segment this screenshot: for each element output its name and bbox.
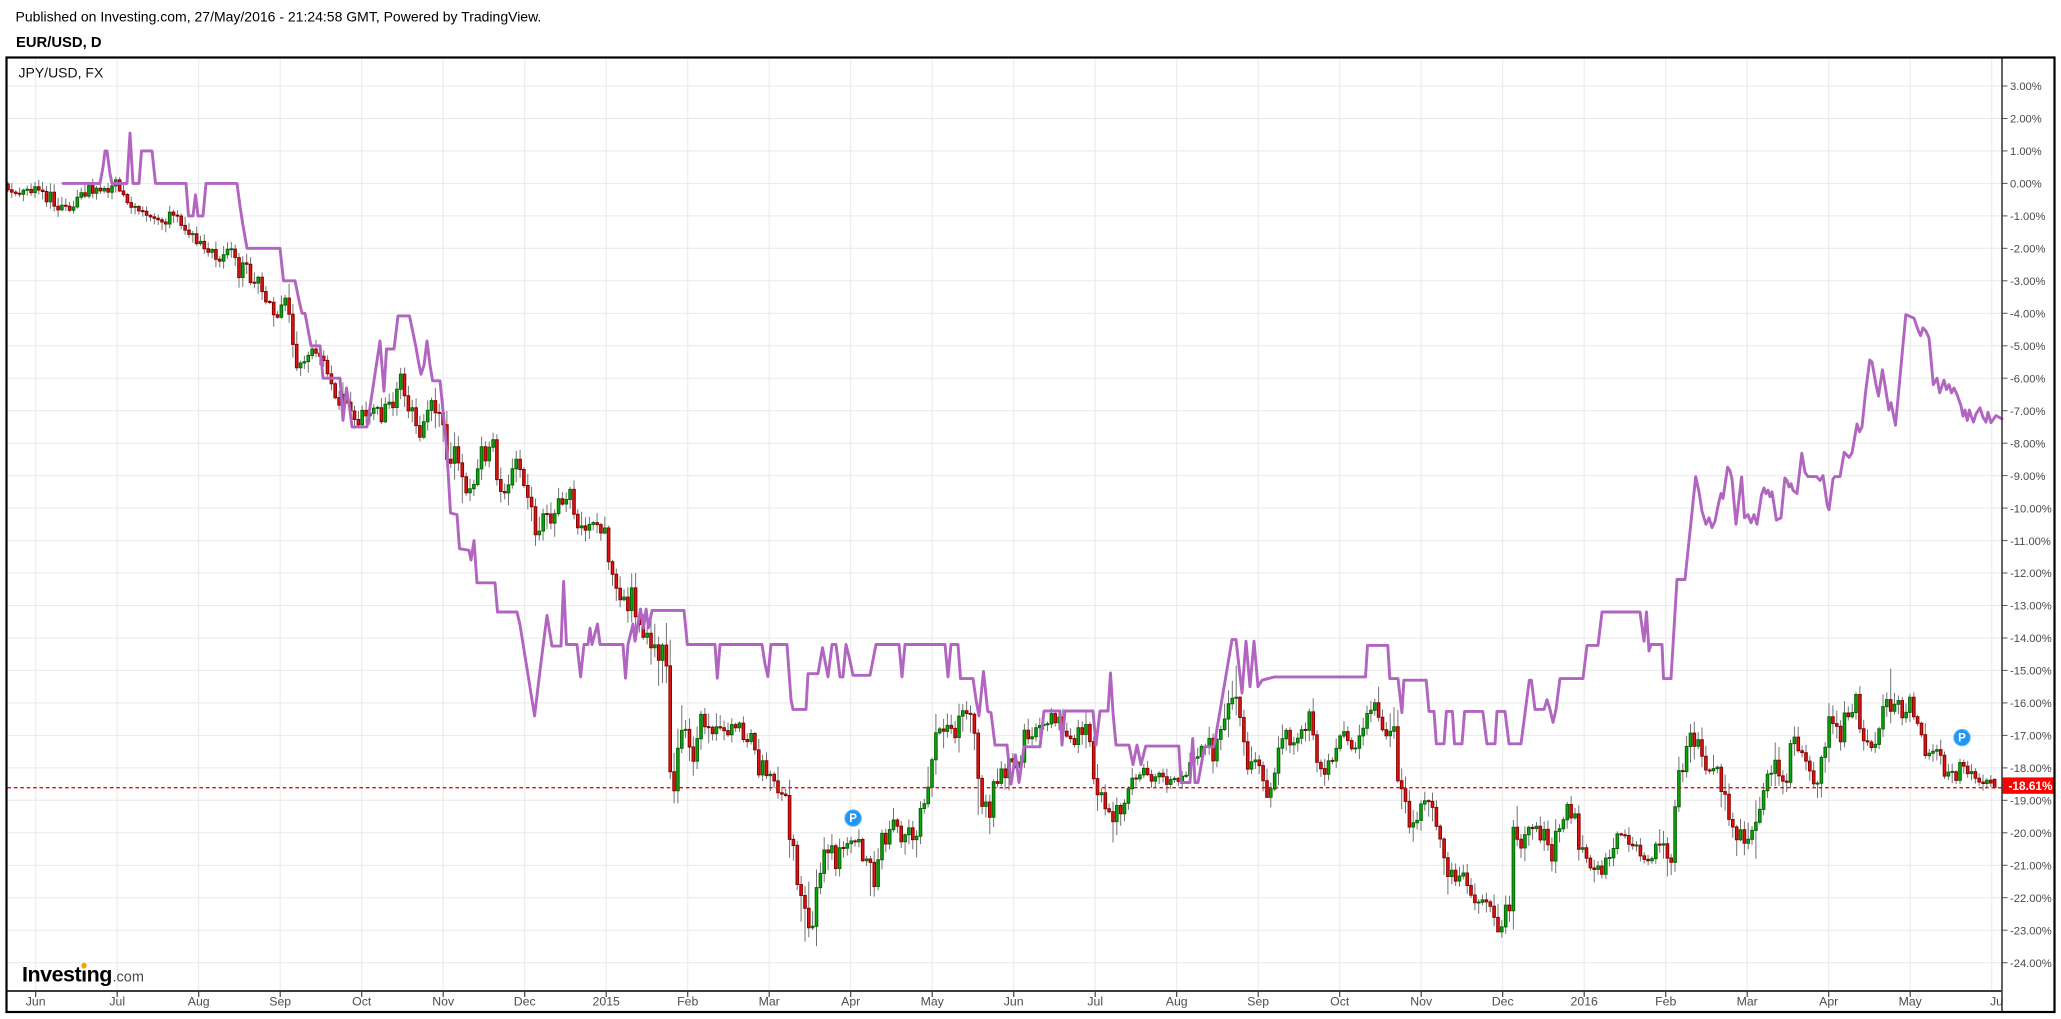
svg-text:Jun: Jun [1004, 995, 1024, 1009]
svg-text:-12.00%: -12.00% [2010, 568, 2052, 580]
svg-text:Aug: Aug [188, 995, 210, 1009]
svg-text:-15.00%: -15.00% [2010, 666, 2052, 678]
svg-text:P: P [1958, 733, 1966, 745]
svg-text:-14.00%: -14.00% [2010, 633, 2052, 645]
svg-text:Feb: Feb [1655, 995, 1676, 1009]
svg-text:Published on Investing.com, 27: Published on Investing.com, 27/May/2016 … [16, 9, 542, 25]
svg-text:Mar: Mar [1737, 995, 1758, 1009]
svg-text:-23.00%: -23.00% [2010, 925, 2052, 937]
svg-text:Mar: Mar [759, 995, 780, 1009]
svg-text:EUR/USD, D: EUR/USD, D [16, 35, 102, 51]
svg-text:-18.61%: -18.61% [2009, 779, 2053, 793]
svg-text:Jul: Jul [109, 995, 125, 1009]
svg-text:-24.00%: -24.00% [2010, 958, 2052, 970]
svg-text:-3.00%: -3.00% [2010, 276, 2045, 288]
svg-text:-20.00%: -20.00% [2010, 828, 2052, 840]
svg-text:Dec: Dec [1492, 995, 1514, 1009]
svg-text:Apr: Apr [841, 995, 860, 1009]
svg-text:-1.00%: -1.00% [2010, 211, 2045, 223]
svg-text:Oct: Oct [352, 995, 372, 1009]
svg-text:-22.00%: -22.00% [2010, 893, 2052, 905]
svg-text:Sep: Sep [269, 995, 291, 1009]
svg-text:Nov: Nov [432, 995, 455, 1009]
svg-text:-10.00%: -10.00% [2010, 503, 2052, 515]
svg-text:-19.00%: -19.00% [2010, 796, 2052, 808]
svg-text:2015: 2015 [593, 995, 621, 1009]
svg-text:-21.00%: -21.00% [2010, 861, 2052, 873]
svg-text:May: May [1899, 995, 1923, 1009]
svg-text:-2.00%: -2.00% [2010, 244, 2045, 256]
svg-text:Dec: Dec [514, 995, 536, 1009]
svg-text:-7.00%: -7.00% [2010, 406, 2045, 418]
svg-text:2.00%: 2.00% [2010, 114, 2042, 126]
svg-text:1.00%: 1.00% [2010, 146, 2042, 158]
svg-text:-17.00%: -17.00% [2010, 731, 2052, 743]
svg-text:Ju: Ju [1990, 995, 2003, 1009]
svg-text:-9.00%: -9.00% [2010, 471, 2045, 483]
svg-text:-4.00%: -4.00% [2010, 309, 2045, 321]
svg-text:-6.00%: -6.00% [2010, 373, 2045, 385]
svg-text:-18.00%: -18.00% [2010, 763, 2052, 775]
svg-text:Jul: Jul [1087, 995, 1103, 1009]
svg-text:0.00%: 0.00% [2010, 179, 2042, 191]
svg-text:-16.00%: -16.00% [2010, 698, 2052, 710]
svg-text:-8.00%: -8.00% [2010, 438, 2045, 450]
svg-text:Feb: Feb [677, 995, 698, 1009]
svg-text:Apr: Apr [1819, 995, 1838, 1009]
svg-text:Jun: Jun [26, 995, 46, 1009]
svg-text:.com: .com [113, 970, 144, 986]
svg-text:3.00%: 3.00% [2010, 81, 2042, 93]
svg-text:-11.00%: -11.00% [2010, 536, 2051, 548]
svg-text:Oct: Oct [1330, 995, 1350, 1009]
svg-text:May: May [921, 995, 945, 1009]
svg-text:P: P [849, 813, 857, 825]
svg-text:Sep: Sep [1247, 995, 1269, 1009]
svg-text:-5.00%: -5.00% [2010, 341, 2045, 353]
svg-text:Aug: Aug [1166, 995, 1188, 1009]
svg-text:Nov: Nov [1410, 995, 1433, 1009]
svg-text:JPY/USD, FX: JPY/USD, FX [19, 65, 104, 81]
svg-text:2016: 2016 [1571, 995, 1599, 1009]
svg-text:Investing: Investing [22, 963, 112, 987]
svg-text:-13.00%: -13.00% [2010, 601, 2052, 613]
